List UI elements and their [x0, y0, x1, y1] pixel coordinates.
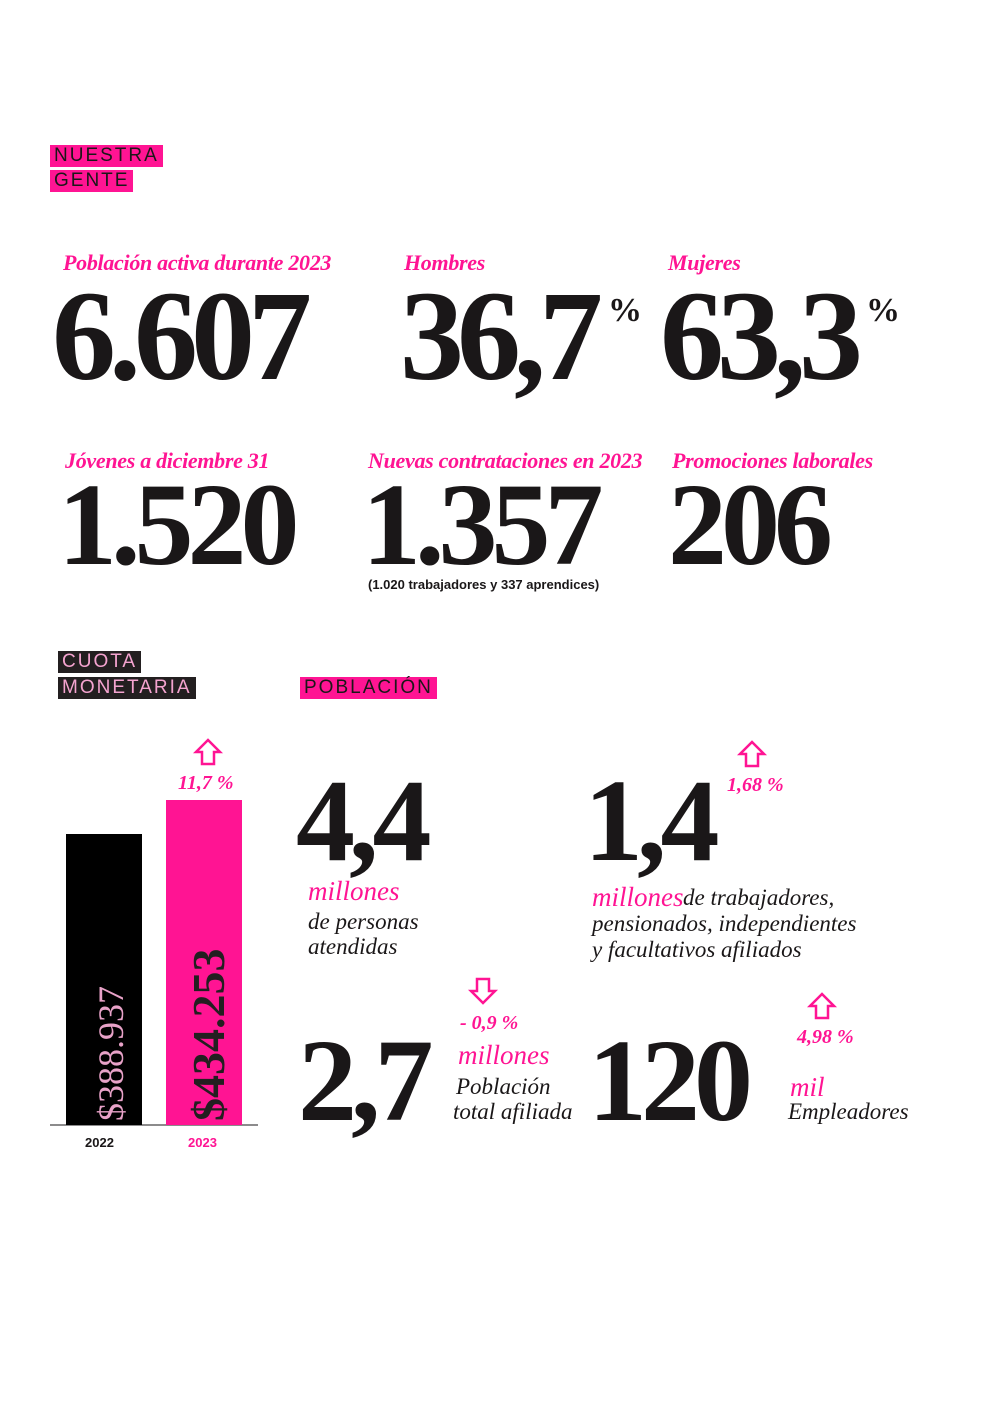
bar [166, 800, 242, 1125]
x-tick-label: 2023 [188, 1135, 217, 1150]
stat-value: 6.607 [52, 265, 312, 407]
arrow-up [736, 740, 768, 768]
arrow-up [806, 992, 838, 1020]
section-tag: CUOTA [58, 651, 142, 673]
change-label: 11,7 % [178, 772, 234, 794]
stat-text: de trabajadores, [683, 885, 835, 910]
section-tag: GENTE [50, 170, 134, 192]
stat-value: 1.357 [362, 459, 603, 590]
change-label: 4,98 % [797, 1026, 854, 1048]
stat-value: 36,7 [400, 265, 603, 407]
section-tag: MONETARIA [58, 677, 196, 699]
stat-unit: mil [790, 1072, 825, 1102]
stat-label: Población activa durante 2023 [63, 250, 332, 275]
change-label: 1,68 % [727, 774, 784, 796]
stat-text: y facultativos afiliados [592, 937, 802, 962]
change-label: - 0,9 % [460, 1012, 519, 1034]
stat-text: pensionados, independientes [592, 911, 857, 936]
section-tag: POBLACIÓN [300, 677, 437, 699]
stat-text: atendidas [308, 934, 398, 959]
x-tick-label: 2022 [85, 1135, 114, 1150]
section-tag: NUESTRA [50, 145, 163, 167]
stat-unit: % [608, 292, 642, 329]
stat-unit: millones [458, 1040, 550, 1070]
arrow-up [192, 738, 224, 766]
stat-text: Empleadores [788, 1099, 909, 1124]
arrow-down [467, 977, 499, 1005]
stat-text: total afiliada [453, 1099, 573, 1124]
stat-value: 206 [668, 459, 833, 590]
bar [66, 833, 142, 1125]
stat-note: (1.020 trabajadores y 337 aprendices) [368, 577, 600, 592]
stat-label: Mujeres [668, 250, 741, 275]
stat-value: 120 [588, 1015, 753, 1146]
stat-label: Promociones laborales [672, 448, 873, 473]
stat-value: 2,7 [298, 1015, 433, 1146]
stat-unit: millones [308, 876, 400, 906]
stat-unit: millones [592, 882, 684, 912]
value-label: $388.937 [91, 986, 131, 1121]
stat-label: Nuevas contrataciones en 2023 [368, 448, 643, 473]
stat-value: 63,3 [660, 265, 863, 407]
stat-text: Población [456, 1074, 551, 1099]
value-label: $434.253 [183, 948, 234, 1122]
stat-label: Jóvenes a diciembre 31 [65, 448, 270, 473]
stat-value: 1.520 [58, 459, 299, 590]
stat-label: Hombres [404, 250, 486, 275]
stat-unit: % [866, 292, 900, 329]
stat-text: de personas [308, 909, 419, 934]
stat-value: 1,4 [584, 755, 719, 886]
stat-value: 4,4 [296, 755, 431, 886]
